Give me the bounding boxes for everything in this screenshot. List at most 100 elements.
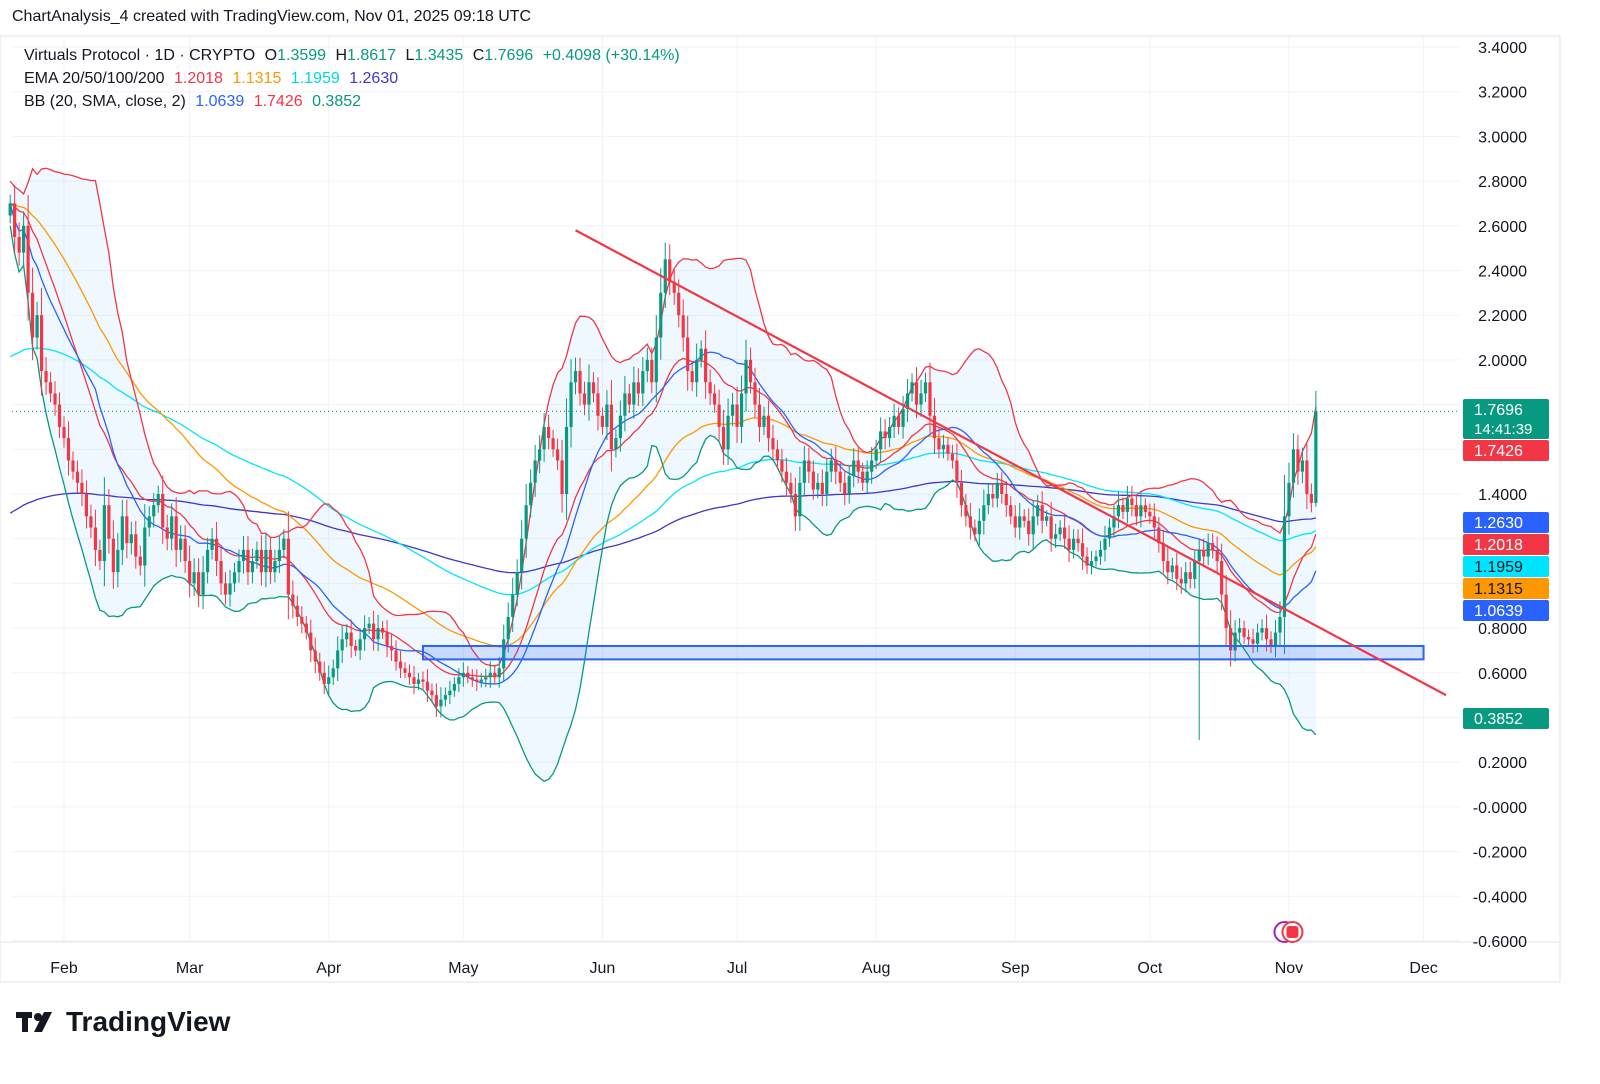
candle (1273, 620, 1278, 658)
candle (1036, 495, 1040, 526)
candle (1188, 561, 1192, 589)
candle (1094, 550, 1098, 567)
candle (1242, 620, 1246, 644)
candle (910, 373, 914, 402)
candle (304, 616, 308, 640)
candle (452, 677, 456, 697)
candle (726, 398, 730, 465)
candle (1107, 518, 1112, 547)
candle (1161, 529, 1165, 574)
price-tag-label: 1.0639 (1474, 603, 1523, 620)
bb-label: BB (20, SMA, close, 2) (24, 93, 186, 110)
tradingview-logo-icon (16, 1012, 52, 1032)
candle (1000, 472, 1004, 504)
candle (291, 580, 295, 619)
candle (1103, 525, 1107, 562)
candle (654, 315, 658, 403)
bb-lower-line (9, 225, 1317, 782)
price-tags: 1.7696 14:41:39 1.7426 1.2630 1.2018 1.1959 1.… (1463, 399, 1549, 729)
candle (1269, 631, 1273, 654)
candle (560, 439, 564, 513)
candle (766, 400, 771, 452)
candle (928, 362, 932, 434)
candle (847, 465, 851, 504)
y-tick-label: -0.4000 (1473, 889, 1527, 906)
candle (932, 397, 937, 455)
candle (219, 548, 223, 595)
candle (273, 549, 277, 583)
candle (1049, 501, 1053, 552)
candle (739, 375, 744, 444)
ema100-value: 1.1959 (290, 70, 340, 87)
price-tag: 1.2018 (1463, 534, 1549, 555)
candle (721, 409, 726, 465)
candle (318, 652, 322, 681)
ohlc-close-key: C (472, 47, 485, 64)
candle (1027, 508, 1031, 546)
candle (1040, 491, 1044, 534)
candle (834, 446, 838, 485)
candle (892, 403, 896, 439)
candle (573, 357, 578, 395)
candle (762, 406, 766, 435)
candle (511, 577, 515, 633)
price-tag-label: 1.1959 (1474, 559, 1523, 576)
candle (686, 315, 690, 391)
price-tag-label: 0.3852 (1474, 711, 1523, 728)
candle (650, 347, 654, 394)
y-tick-label: 3.4000 (1478, 40, 1527, 57)
candle (1148, 503, 1152, 524)
candle (506, 602, 510, 653)
candle (555, 438, 560, 471)
ema50-value: 1.1315 (232, 70, 282, 87)
candle (914, 367, 919, 419)
candle (80, 469, 84, 507)
candle (107, 488, 111, 554)
candle (84, 480, 89, 529)
ohlc-high-value: 1.8617 (347, 47, 396, 64)
candle (75, 460, 80, 493)
candle (748, 347, 753, 394)
drawings (12, 229, 1460, 943)
candle (1071, 529, 1076, 559)
candle (838, 461, 842, 492)
x-tick-label: Jul (727, 960, 747, 977)
candle (995, 472, 999, 508)
y-tick-label: 0.2000 (1478, 755, 1527, 772)
candle (1157, 517, 1161, 553)
candle (331, 659, 335, 686)
bb-basis-line (9, 203, 1317, 685)
candle (852, 448, 856, 488)
candle (1224, 575, 1228, 646)
candle (735, 386, 739, 444)
x-tick-label: Aug (862, 960, 890, 977)
y-tick-label: 3.2000 (1478, 85, 1527, 102)
candle (443, 687, 447, 707)
chart-legend: Virtuals Protocol · 1D · CRYPTO O1.3599 … (24, 44, 685, 113)
y-tick-label: 1.4000 (1478, 487, 1527, 504)
price-tag: 1.7426 (1463, 440, 1549, 461)
candle (888, 416, 892, 448)
candle (416, 672, 421, 690)
candle (753, 367, 757, 418)
bollinger-band-fill (10, 168, 1316, 782)
y-tick-label: 2.2000 (1478, 308, 1527, 325)
ema-label: EMA 20/50/100/200 (24, 70, 165, 87)
candle (479, 673, 483, 688)
candle (1009, 496, 1013, 525)
candle (1184, 562, 1188, 593)
candle (403, 662, 407, 679)
candle (1287, 462, 1291, 535)
candle (380, 620, 385, 640)
candle (515, 559, 519, 607)
candle (250, 548, 255, 584)
candle (232, 562, 237, 592)
candle (1058, 520, 1062, 541)
candle (1237, 618, 1242, 642)
candle (1220, 543, 1224, 611)
candle (730, 392, 735, 427)
candle (1314, 390, 1318, 507)
candle (1282, 475, 1287, 655)
bb-upper-line (9, 167, 1317, 667)
price-chart[interactable]: 3.4000 3.2000 3.0000 2.8000 2.6000 2.4000 2.20… (0, 0, 1600, 1000)
